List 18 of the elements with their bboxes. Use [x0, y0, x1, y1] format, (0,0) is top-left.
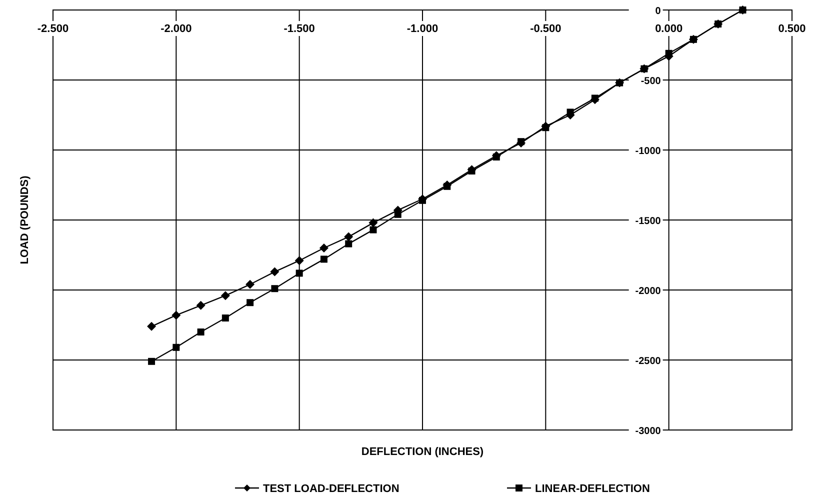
y-tick-label: -1000	[635, 146, 662, 157]
x-tick-label: -1.000	[406, 23, 438, 35]
y-axis-title: LOAD (POUNDS)	[19, 175, 31, 264]
y-tick-label: 0	[655, 6, 662, 17]
x-tick-label: -2.000	[160, 23, 192, 35]
x-tick-label: 0.000	[655, 23, 683, 35]
legend-label: LINEAR-DEFLECTION	[535, 483, 650, 495]
legend-label: TEST LOAD-DEFLECTION	[263, 483, 400, 495]
x-tick-label: 0.500	[778, 23, 806, 35]
y-tick-label: -1500	[635, 216, 662, 227]
x-tick-label: -2.500	[37, 23, 69, 35]
y-tick-label: -500	[640, 76, 662, 87]
y-tick-label: -2000	[635, 286, 662, 297]
x-tick-label: -1.500	[284, 23, 315, 35]
y-tick-label: -2500	[635, 356, 662, 367]
y-tick-label: -3000	[635, 426, 662, 437]
x-axis-title: DEFLECTION (INCHES)	[361, 446, 484, 458]
x-tick-label: -0.500	[530, 23, 562, 35]
